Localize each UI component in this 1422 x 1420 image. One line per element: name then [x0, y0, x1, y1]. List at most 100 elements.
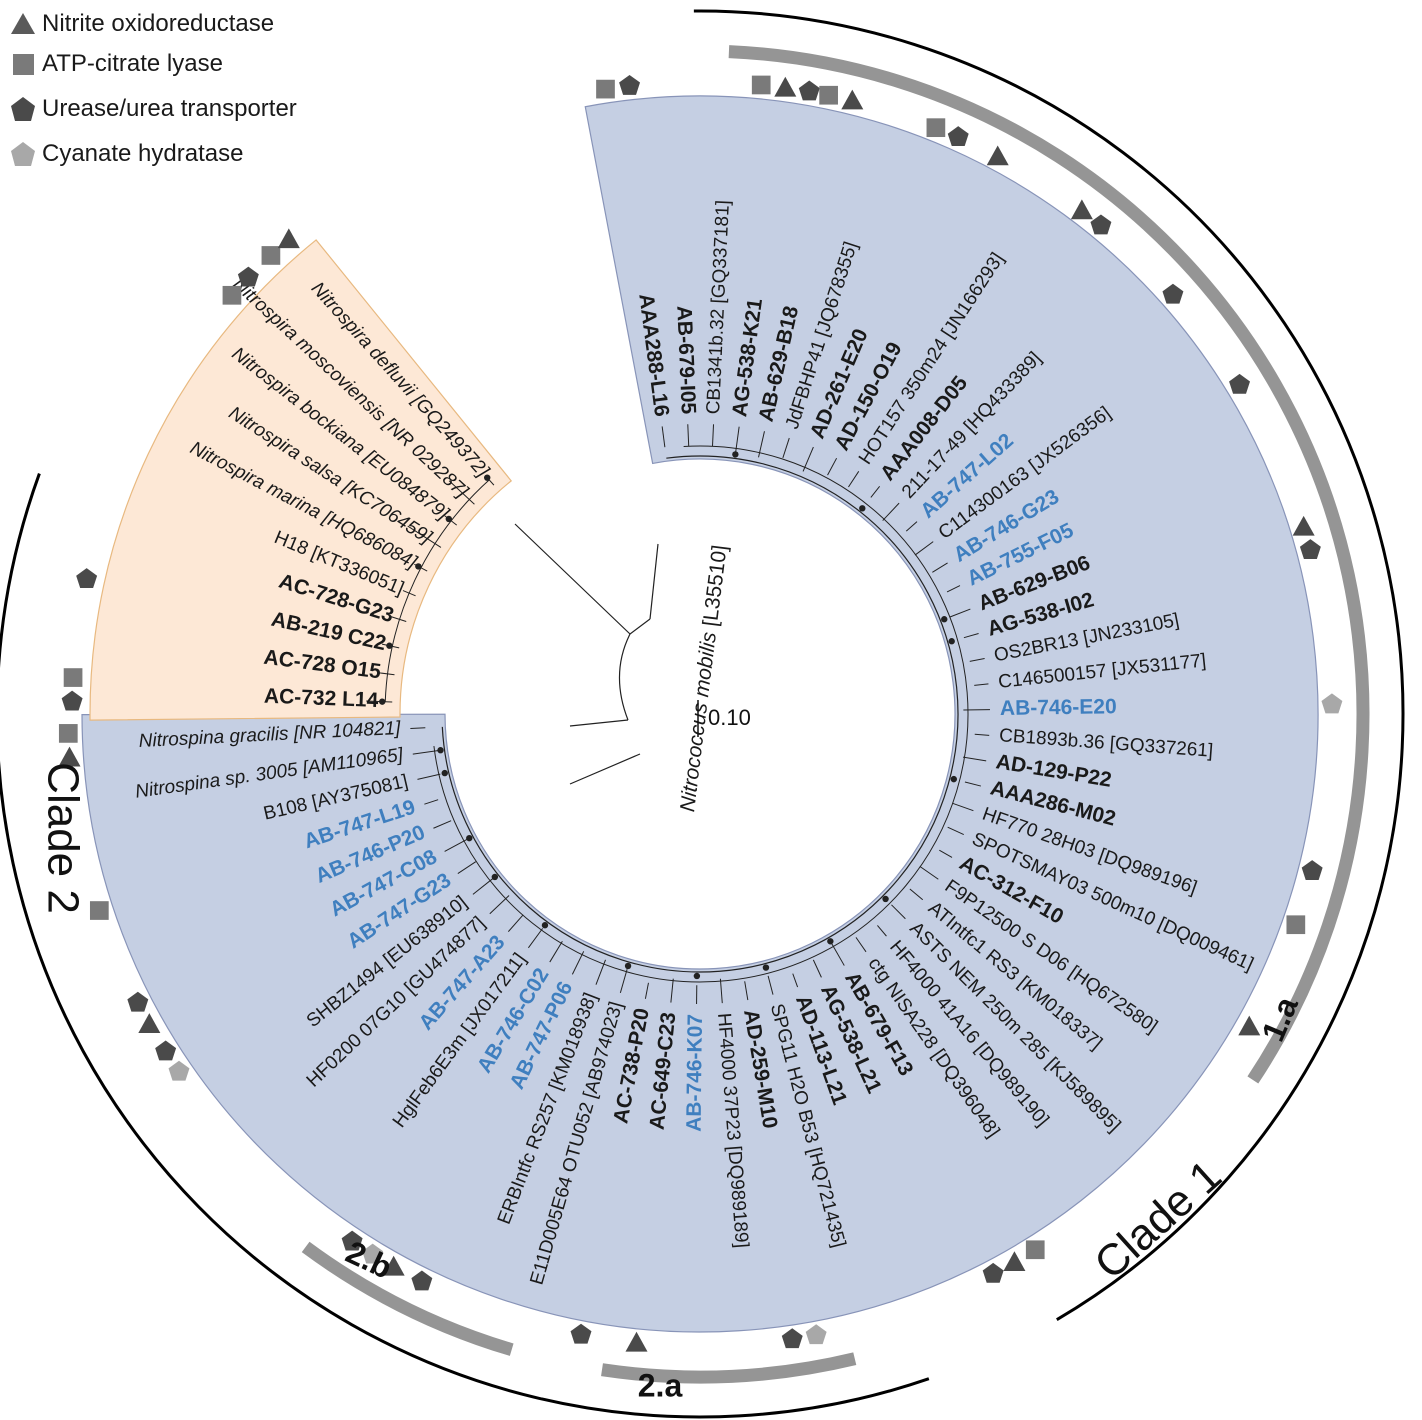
branch	[527, 928, 544, 949]
branch	[378, 672, 395, 676]
node	[415, 563, 422, 570]
pentagon-light-icon	[805, 1324, 827, 1345]
branch	[719, 978, 723, 1004]
branch	[964, 781, 982, 787]
nitrospira-stem	[514, 523, 631, 635]
pentagon-icon	[619, 74, 641, 95]
branch	[767, 975, 774, 995]
branch	[424, 799, 439, 805]
branch	[417, 773, 441, 780]
branch	[619, 969, 628, 993]
branch	[848, 471, 860, 488]
pentagon-icon	[411, 1270, 433, 1291]
outgroup-label: Nitrococcus mobilis [L35510]	[676, 544, 732, 813]
branch	[827, 457, 838, 476]
branch	[882, 502, 900, 521]
branch	[905, 521, 918, 532]
branch	[963, 632, 979, 639]
taxon-label: AB-746-E20	[1000, 695, 1117, 720]
triangle-icon	[986, 145, 1009, 166]
triangle-icon	[1238, 1015, 1261, 1036]
square-icon	[58, 724, 78, 743]
clade-stem-2	[569, 753, 641, 785]
legend-item-atp-citrate-lyase: ATP-citrate lyase	[8, 44, 223, 84]
triangle-icon	[841, 89, 864, 110]
triangle-icon	[138, 1013, 161, 1033]
square-icon	[819, 85, 838, 105]
branch	[830, 941, 845, 966]
clade-stem	[569, 719, 629, 727]
branch	[969, 657, 985, 662]
nitrospina-clade-background	[81, 95, 1319, 1333]
scale-bar-label: 0.10	[708, 705, 751, 730]
node	[882, 895, 889, 903]
triangle-icon	[58, 746, 81, 767]
node	[541, 922, 549, 929]
branch	[670, 978, 674, 1003]
triangle-icon	[1003, 1251, 1026, 1272]
square-icon	[63, 668, 83, 687]
root-branch	[618, 618, 651, 721]
triangle-icon	[1292, 515, 1315, 536]
node	[379, 698, 386, 705]
pentagon-icon	[1301, 860, 1323, 880]
inner-arc	[433, 445, 969, 983]
outgroup-branch	[649, 543, 659, 620]
node	[827, 938, 834, 945]
square-icon	[222, 285, 242, 305]
branch	[457, 861, 477, 874]
branch	[812, 959, 822, 978]
branch	[855, 937, 867, 953]
branch	[939, 849, 953, 858]
clade-1-arc	[693, 9, 1405, 1322]
branch	[644, 982, 649, 999]
branch	[914, 541, 934, 556]
node	[762, 964, 770, 971]
pentagon-icon	[570, 1323, 592, 1344]
triangle-icon	[625, 1331, 648, 1352]
node	[859, 505, 866, 512]
pentagon-icon	[781, 1328, 803, 1349]
branch	[974, 683, 989, 686]
node	[386, 642, 393, 649]
legend-label: Urease/urea transporter	[42, 95, 297, 122]
subclade-2b-bar	[301, 1241, 514, 1356]
node	[732, 451, 739, 458]
pentagon-icon	[1299, 539, 1321, 560]
pentagon-icon	[341, 1230, 363, 1251]
pentagon-icon	[1162, 283, 1184, 304]
node	[441, 769, 448, 777]
pentagon-icon	[947, 126, 969, 147]
branch	[891, 904, 906, 920]
branch	[744, 981, 749, 1001]
branch	[909, 888, 924, 901]
node	[484, 474, 491, 481]
pentagon-light-icon	[11, 142, 35, 166]
branch	[782, 437, 790, 459]
triangle-icon	[382, 1255, 405, 1276]
taxon-label: AC-732 L14	[264, 685, 380, 712]
pentagon-light-icon	[1321, 693, 1343, 714]
legend-item-nitrite-oxidoreductase: Nitrite oxidoreductase	[8, 4, 274, 44]
gene-markers	[58, 74, 1343, 1352]
node	[950, 775, 957, 783]
branch	[877, 925, 887, 937]
node	[948, 638, 955, 645]
pentagon-icon	[127, 991, 149, 1012]
backbone-arc	[441, 455, 959, 973]
branch	[687, 424, 690, 446]
legend-item-urease: Urease/urea transporter	[8, 89, 297, 129]
node	[941, 616, 948, 623]
branch	[735, 426, 740, 453]
pentagon-icon	[76, 568, 98, 589]
pentagon-icon	[1090, 214, 1112, 235]
pentagon-icon	[237, 266, 259, 287]
outgroup-accession: [L35510]	[698, 544, 731, 628]
clade-rings	[0, 9, 1405, 1419]
square-icon	[596, 79, 615, 99]
branch	[952, 802, 974, 812]
branch	[919, 865, 939, 880]
square-icon	[13, 54, 34, 75]
subclade-1a-bar	[728, 45, 1370, 1084]
